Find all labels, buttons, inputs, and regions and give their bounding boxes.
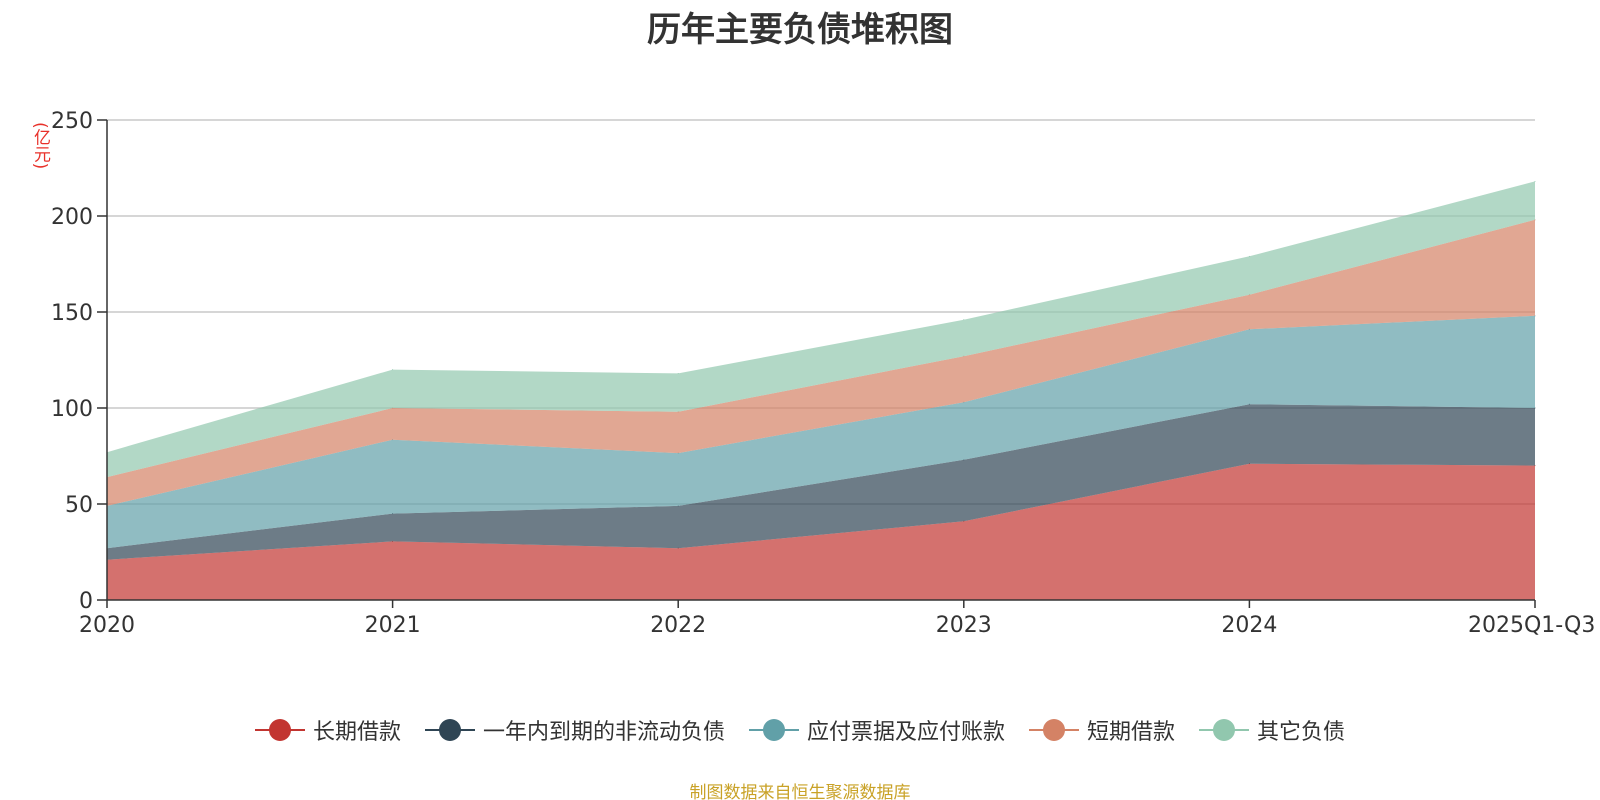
legend-item-2[interactable]: 一年内到期的非流动负债 — [424, 714, 725, 746]
legend-label: 一年内到期的非流动负债 — [482, 720, 725, 745]
axes — [97, 119, 1536, 608]
data-point-series-5-2025Q1-Q3 — [1534, 180, 1536, 182]
x-tick-label: 2024 — [1221, 613, 1277, 638]
data-point-series-5-2024 — [1248, 255, 1250, 257]
area-series-5 — [107, 181, 1535, 478]
legend: 长期借款 一年内到期的非流动负债 应付票据及应付账款 短期借款 其它负债 — [0, 714, 1600, 746]
x-tick-label: 2021 — [365, 613, 421, 638]
legend-label: 应付票据及应付账款 — [806, 720, 1005, 745]
legend-swatch-icon — [748, 717, 799, 743]
x-tick-label: 2020 — [79, 613, 135, 638]
area-series-1 — [107, 463, 1535, 600]
legend-item-1[interactable]: 长期借款 — [254, 714, 401, 746]
x-tick-label: 2022 — [650, 613, 706, 638]
legend-item-4[interactable]: 短期借款 — [1029, 714, 1175, 746]
area-series-layer — [106, 180, 1536, 600]
data-point-series-5-2022 — [677, 372, 679, 374]
y-tick-label: 150 — [51, 301, 93, 326]
legend-item-5[interactable]: 其它负债 — [1199, 714, 1345, 746]
legend-label: 其它负债 — [1257, 720, 1346, 745]
chart-title: 历年主要负债堆积图 — [647, 10, 953, 50]
x-tick-label: 2025Q1-Q3 — [1468, 613, 1595, 638]
tick-labels: 0 50 100 150 200 250 2020 2021 2022 2023 2024 2025Q… — [51, 109, 1595, 638]
x-tick-label: 2023 — [936, 613, 992, 638]
legend-label: 长期借款 — [312, 720, 401, 745]
y-tick-label: 100 — [51, 397, 93, 422]
y-axis-unit-label: (亿元) — [30, 122, 50, 170]
source-note: 制图数据来自恒生聚源数据库 — [689, 783, 911, 800]
legend-swatch-icon — [1199, 717, 1250, 743]
legend-swatch-icon — [424, 717, 475, 743]
area-series-3 — [107, 315, 1535, 549]
y-tick-label: 250 — [51, 109, 93, 134]
legend-label: 短期借款 — [1087, 720, 1176, 745]
data-point-series-5-2021 — [392, 369, 394, 371]
stacked-area-plot: 0 50 100 150 200 250 2020 2021 2022 2023 2024 2025Q… — [51, 109, 1595, 638]
area-series-2 — [107, 404, 1535, 560]
y-tick-label: 200 — [51, 205, 93, 230]
y-tick-label: 0 — [79, 589, 93, 614]
data-point-series-5-2023 — [963, 319, 965, 321]
y-tick-label: 50 — [65, 493, 93, 518]
legend-swatch-icon — [254, 717, 305, 743]
area-series-4 — [107, 219, 1535, 506]
legend-swatch-icon — [1029, 717, 1079, 743]
legend-item-3[interactable]: 应付票据及应付账款 — [748, 714, 1005, 746]
